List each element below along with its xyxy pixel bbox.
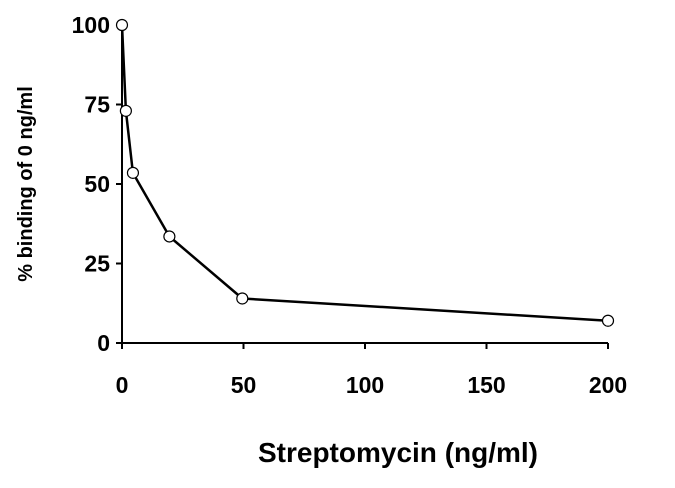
x-tick-label: 200	[589, 372, 627, 398]
ticks: 0 25 50 75 100 0 50 100 150 200	[72, 12, 628, 398]
x-axis-title: Streptomycin (ng/ml)	[258, 437, 538, 468]
x-tick-label: 100	[346, 372, 384, 398]
x-tick-label: 150	[467, 372, 505, 398]
y-tick-label: 50	[84, 171, 110, 197]
y-tick-label: 25	[84, 251, 110, 277]
labels: Streptomycin (ng/ml) % binding of 0 ng/m…	[15, 86, 538, 468]
data-point	[126, 166, 140, 179]
series	[115, 18, 615, 327]
y-axis-title: % binding of 0 ng/ml	[15, 86, 37, 282]
y-tick-label: 0	[97, 330, 110, 356]
data-point	[601, 314, 615, 327]
data-point	[115, 18, 129, 32]
y-tick-label: 75	[84, 92, 110, 118]
data-point	[236, 292, 249, 305]
data-point	[119, 104, 132, 117]
x-tick-label: 50	[231, 372, 257, 398]
axes	[121, 25, 608, 344]
series-line	[120, 24, 609, 322]
data-point	[163, 230, 176, 243]
y-tick-label: 100	[72, 12, 110, 38]
x-tick-label: 0	[116, 372, 129, 398]
